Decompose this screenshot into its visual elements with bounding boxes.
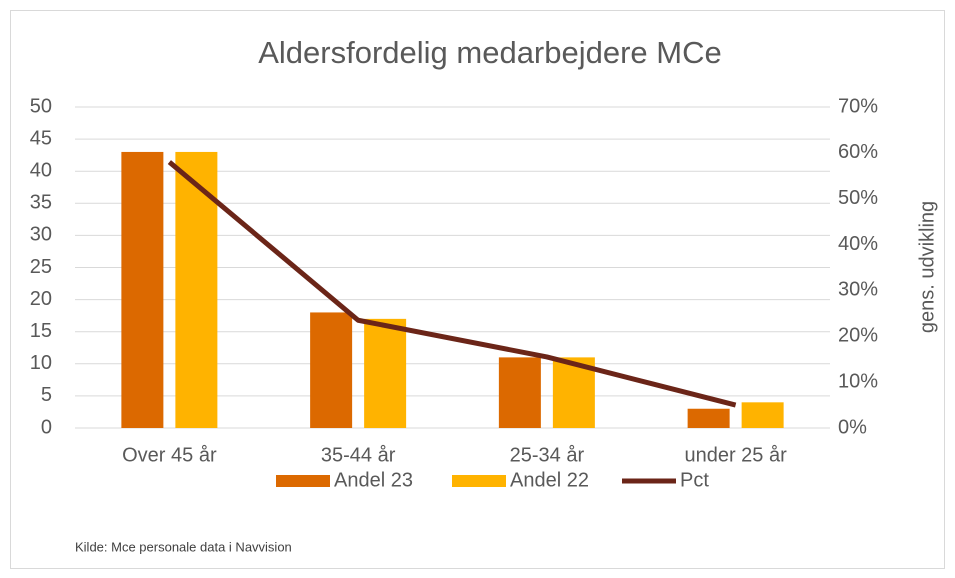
bar (364, 318, 407, 428)
y-tick-label: 15 (30, 320, 52, 342)
legend-swatch (452, 475, 506, 487)
y2-tick-label: 60% (838, 141, 878, 163)
bar (175, 151, 218, 428)
y-tick-label: 20 (30, 288, 52, 310)
x-tick-label: under 25 år (684, 444, 787, 466)
y2-tick-label: 20% (838, 325, 878, 347)
y-tick-label: 30 (30, 224, 52, 246)
bar (687, 408, 730, 428)
y-tick-label: 35 (30, 192, 52, 214)
y-tick-label: 50 (30, 95, 52, 117)
x-tick-label: Over 45 år (122, 444, 217, 466)
y2-tick-label: 10% (838, 370, 878, 392)
legend-label: Pct (680, 469, 709, 491)
y2-tick-label: 0% (838, 416, 867, 438)
y2-tick-label: 40% (838, 233, 878, 255)
y-tick-label: 10 (30, 352, 52, 374)
y-tick-label: 45 (30, 127, 52, 149)
y-tick-label: 25 (30, 256, 52, 278)
y-tick-label: 5 (41, 384, 52, 406)
x-tick-label: 25-34 år (510, 444, 585, 466)
bar (498, 357, 541, 428)
bar (121, 151, 164, 428)
y2-axis-label: gens. udvikling (916, 201, 938, 333)
chart-title: Aldersfordelig medarbejdere MCe (258, 35, 722, 70)
bar (310, 312, 353, 428)
y-tick-label: 0 (41, 416, 52, 438)
legend-label: Andel 22 (510, 469, 589, 491)
bar (741, 402, 784, 428)
y2-tick-label: 50% (838, 187, 878, 209)
legend-label: Andel 23 (334, 469, 413, 491)
y2-tick-label: 30% (838, 279, 878, 301)
x-tick-label: 35-44 år (321, 444, 396, 466)
source-note: Kilde: Mce personale data i Navvision (75, 539, 292, 554)
y-tick-label: 40 (30, 159, 52, 181)
y2-tick-label: 70% (838, 95, 878, 117)
line-series (167, 160, 737, 408)
legend-swatch (276, 475, 330, 487)
